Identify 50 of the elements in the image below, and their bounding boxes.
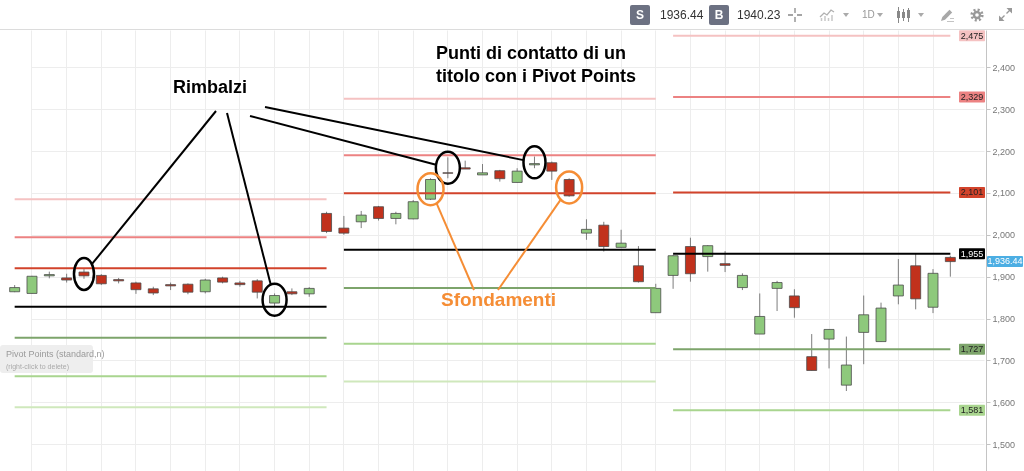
candlestick [78,268,90,280]
y-tick-label: 2,400 [992,62,1016,73]
candlestick [581,218,592,241]
text: 1D [862,9,875,20]
text: 1,936.44 [987,256,1023,267]
text: B [709,5,729,25]
text: S [630,5,650,25]
y-tick-label: 1,600 [992,397,1016,408]
candlestick [858,295,870,365]
candlestick [806,333,818,371]
text: Punti di contatto di un titolo con i Pivot Points [436,42,637,88]
annotation: Pivot Points (standard,n) [6,349,105,359]
y-tick-label: 2,200 [992,146,1016,157]
y-tick-label: 1,700 [992,355,1016,366]
candlestick [719,250,731,273]
y-tick-label: 2,000 [992,230,1016,241]
data-label: 2,329 [960,92,984,103]
data-label: 1,581 [960,405,984,416]
annotation: Rimbalzi [173,77,248,97]
y-tick-label: 1,900 [992,272,1016,283]
text: 1936.44 [660,8,704,22]
data-label: 2,101 [960,187,984,198]
candlestick [321,211,332,234]
candlestick [771,280,783,312]
candlestick [667,254,679,290]
candlestick [251,278,263,299]
data-label: 1,955 [960,248,984,259]
annotation: Sfondamenti [441,289,557,310]
candlestick [390,211,402,225]
data-label: 2,475 [960,30,984,41]
candlestick [615,229,627,248]
candlestick [633,245,644,284]
candlestick [286,287,298,296]
candlestick [788,288,800,319]
candlestick [338,215,350,236]
y-tick-label: 2,300 [992,104,1016,115]
y-tick-label: 2,100 [992,188,1016,199]
candlestick [407,199,419,220]
data-label: 1,727 [960,344,984,355]
candlestick [823,328,835,369]
candlestick [598,221,610,253]
candlestick [442,156,454,179]
y-tick-label: 1,800 [992,314,1016,325]
candlestick [754,292,766,335]
text: 1940.23 [737,8,781,22]
candlestick [944,255,956,278]
y-tick-label: 1,500 [992,439,1016,450]
candlestick [840,336,852,392]
candlestick [234,280,246,288]
candlestick [892,258,904,305]
